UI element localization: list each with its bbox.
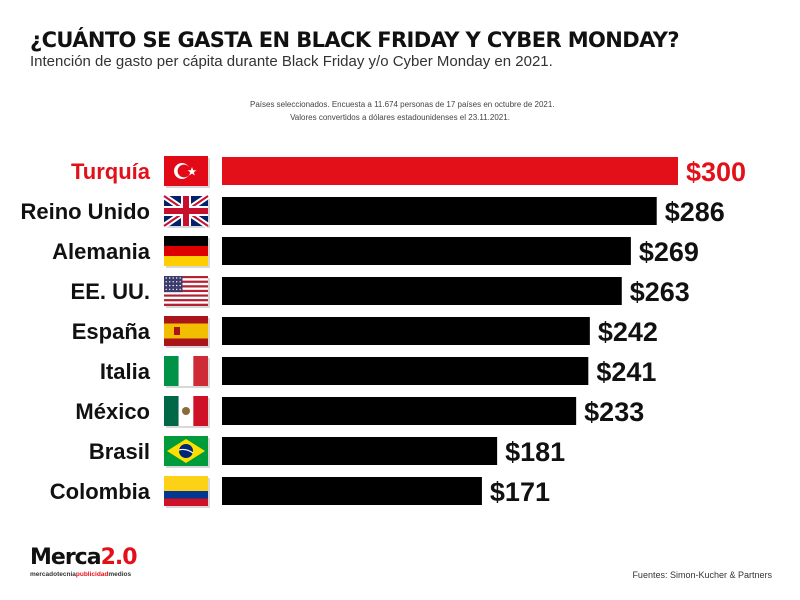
logo-tag-a: mercadotecnia <box>30 571 76 578</box>
bar <box>222 397 577 425</box>
source-note: Fuentes: Simon-Kucher & Partners <box>632 570 772 580</box>
bar <box>222 317 590 345</box>
bar <box>222 237 631 265</box>
logo-tag-c: medios <box>108 571 132 578</box>
spain-flag <box>164 316 210 348</box>
usa-flag <box>164 276 210 308</box>
value-label: $269 <box>639 237 699 267</box>
brazil-flag <box>164 436 210 468</box>
chart-title: ¿CUÁNTO SE GASTA EN BLACK FRIDAY Y CYBER… <box>30 28 680 52</box>
merca-logo: Merca2.0 <box>30 545 138 570</box>
colombia-flag <box>164 476 210 508</box>
germany-flag <box>164 236 210 268</box>
bar <box>222 477 482 505</box>
bar <box>222 157 678 185</box>
italy-flag <box>164 356 210 388</box>
value-label: $171 <box>490 477 550 507</box>
turkey-flag <box>164 156 210 188</box>
bar <box>222 277 622 305</box>
value-label: $263 <box>630 277 690 307</box>
logo-main-text: Merca <box>30 545 102 570</box>
chart-subtitle: Intención de gasto per cápita durante Bl… <box>30 53 553 70</box>
bar-chart: Turquía $300 Reino Unido $286 Alemania $269 EE… <box>20 156 746 508</box>
category-label: Turquía <box>71 159 151 184</box>
value-label: $300 <box>686 157 746 187</box>
category-label: México <box>75 399 150 424</box>
uk-flag <box>162 193 210 229</box>
bar <box>222 437 498 465</box>
logo-tagline: mercadotecniapublicidadmedios <box>30 571 131 578</box>
category-label: Reino Unido <box>20 199 150 224</box>
conversion-note: Valores convertidos a dólares estadounid… <box>290 113 510 122</box>
bar <box>222 197 657 225</box>
category-label: Brasil <box>89 439 150 464</box>
category-label: Colombia <box>50 479 151 504</box>
bar <box>222 357 589 385</box>
logo-version-text: 2.0 <box>100 545 138 570</box>
category-label: EE. UU. <box>71 279 150 304</box>
logo-tag-b: publicidad <box>75 571 109 578</box>
category-label: Italia <box>100 359 151 384</box>
mexico-flag <box>164 396 210 428</box>
category-label: España <box>72 319 151 344</box>
survey-note: Países seleccionados. Encuesta a 11.674 … <box>250 100 555 109</box>
value-label: $286 <box>665 197 725 227</box>
category-label: Alemania <box>52 239 151 264</box>
value-label: $241 <box>596 357 656 387</box>
value-label: $181 <box>505 437 565 467</box>
value-label: $242 <box>598 317 658 347</box>
value-label: $233 <box>584 397 644 427</box>
